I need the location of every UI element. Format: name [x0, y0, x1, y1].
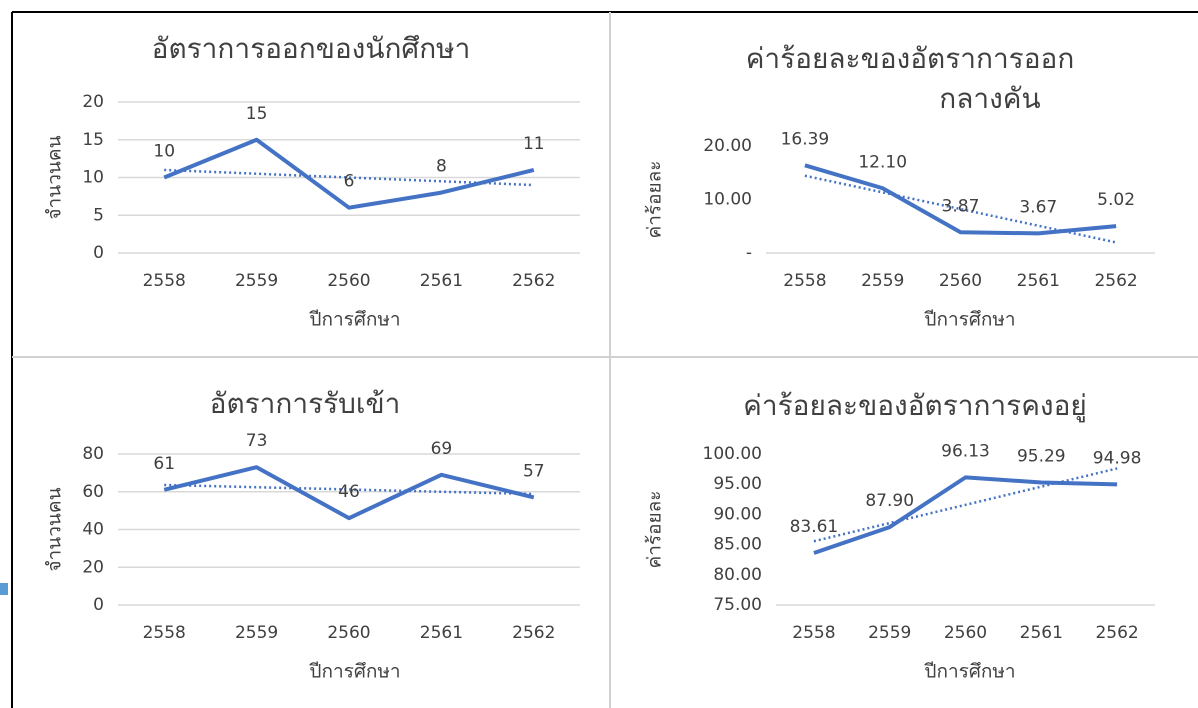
chart-title: ค่าร้อยละของอัตราการออก	[746, 42, 1075, 75]
x-tick-label: 2562	[512, 271, 555, 291]
x-tick-label: 2559	[235, 623, 278, 643]
y-axis-label: ค่าร้อยละ	[644, 491, 666, 569]
data-label: 6	[344, 172, 355, 192]
x-axis-label: ปีการศึกษา	[924, 661, 1016, 683]
y-tick-label: 5	[93, 205, 104, 225]
y-tick-label: 80	[82, 444, 104, 464]
y-axis-label: จำนวนคน	[44, 487, 66, 571]
data-label: 87.90	[865, 491, 914, 511]
y-tick-label: 0	[93, 595, 104, 615]
x-tick-label: 2561	[420, 271, 463, 291]
y-axis-label: ค่าร้อยละ	[644, 161, 666, 239]
x-tick-label: 2558	[143, 271, 186, 291]
y-tick-label: 20	[82, 557, 104, 577]
x-tick-label: 2562	[1094, 271, 1137, 291]
series-line	[163, 137, 535, 210]
y-tick-label: 60	[82, 482, 104, 502]
x-axis-label: ปีการศึกษา	[309, 309, 401, 331]
y-tick-label: 20	[82, 92, 104, 112]
y-tick-label: 20.00	[703, 136, 752, 156]
data-label: 12.10	[858, 152, 907, 172]
y-tick-label: 85.00	[713, 535, 762, 555]
data-label: 73	[246, 431, 268, 451]
x-tick-label: 2561	[420, 623, 463, 643]
data-label: 16.39	[781, 129, 830, 149]
x-axis-label: ปีการศึกษา	[924, 309, 1016, 331]
y-axis-label: จำนวนคน	[44, 135, 66, 219]
x-tick-label: 2560	[327, 271, 370, 291]
y-tick-label: 15	[82, 130, 104, 150]
y-tick-label: 75.00	[713, 595, 762, 615]
x-tick-label: 2560	[327, 623, 370, 643]
y-tick-label: -	[746, 243, 752, 263]
marker	[0, 583, 8, 595]
data-label: 11	[523, 134, 545, 154]
y-tick-label: 95.00	[713, 474, 762, 494]
data-label: 3.87	[942, 196, 980, 216]
data-label: 8	[436, 157, 447, 177]
x-tick-label: 2562	[1095, 623, 1138, 643]
chart-title: อัตราการรับเข้า	[210, 387, 401, 420]
x-tick-label: 2558	[792, 623, 835, 643]
data-label: 10	[153, 142, 175, 162]
x-tick-label: 2559	[235, 271, 278, 291]
x-tick-label: 2560	[944, 623, 987, 643]
y-tick-label: 90.00	[713, 504, 762, 524]
x-tick-label: 2558	[143, 623, 186, 643]
chart-title: อัตราการออกของนักศึกษา	[152, 32, 471, 65]
data-label: 83.61	[790, 517, 839, 537]
x-tick-label: 2558	[783, 271, 826, 291]
data-label: 94.98	[1093, 448, 1142, 468]
x-axis-label: ปีการศึกษา	[309, 661, 401, 683]
x-tick-label: 2559	[861, 271, 904, 291]
data-label: 5.02	[1097, 190, 1135, 210]
y-tick-label: 40	[82, 520, 104, 540]
x-tick-label: 2561	[1020, 623, 1063, 643]
trendline	[813, 467, 1118, 543]
y-tick-label: 100.00	[703, 444, 762, 464]
series-line	[813, 475, 1118, 555]
chart-title: กลางคัน	[939, 82, 1040, 115]
x-tick-label: 2562	[512, 623, 555, 643]
data-label: 57	[523, 461, 545, 481]
series-line	[163, 465, 535, 521]
data-label: 46	[338, 482, 360, 502]
data-label: 69	[431, 439, 453, 459]
x-tick-label: 2559	[868, 623, 911, 643]
trendline	[164, 168, 534, 187]
data-label: 3.67	[1019, 197, 1057, 217]
data-label: 96.13	[941, 441, 990, 461]
y-tick-label: 10	[82, 168, 104, 188]
series-line	[804, 163, 1117, 236]
y-tick-label: 10.00	[703, 190, 752, 210]
data-label: 15	[246, 104, 268, 124]
y-tick-label: 80.00	[713, 565, 762, 585]
data-label: 95.29	[1017, 446, 1066, 466]
trendline	[164, 483, 534, 496]
data-label: 61	[153, 454, 175, 474]
x-tick-label: 2560	[939, 271, 982, 291]
chart-title: ค่าร้อยละของอัตราการคงอยู่	[743, 389, 1087, 423]
x-tick-label: 2561	[1017, 271, 1060, 291]
y-tick-label: 0	[93, 243, 104, 263]
